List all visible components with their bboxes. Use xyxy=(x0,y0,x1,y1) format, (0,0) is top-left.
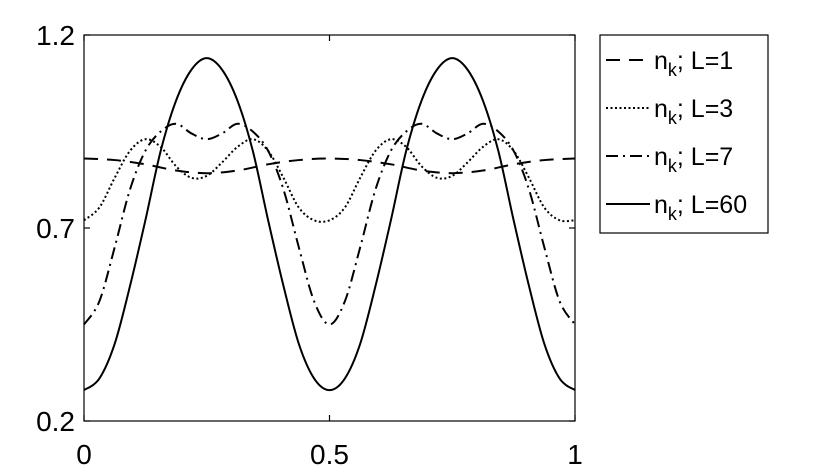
x-tick-label: 0 xyxy=(76,439,92,470)
y-axis: 0.2 0.7 1.2 xyxy=(36,20,575,437)
x-axis: 0 0.5 1 xyxy=(76,35,583,470)
legend-label: nk; L=3 xyxy=(654,95,733,128)
y-tick-label: 0.2 xyxy=(36,406,75,437)
series-line-1 xyxy=(83,138,576,223)
series-line-3 xyxy=(83,57,576,392)
legend: nk; L=1 nk; L=3 nk; L=7 nk; L=60 xyxy=(599,34,769,234)
plot-lines xyxy=(83,57,576,392)
series-line-2 xyxy=(83,122,576,326)
legend-label: nk; L=60 xyxy=(654,191,747,224)
legend-label: nk; L=7 xyxy=(654,143,733,176)
y-tick-label: 1.2 xyxy=(36,20,75,51)
y-tick-label: 0.7 xyxy=(36,213,75,244)
legend-box xyxy=(599,34,769,234)
legend-label: nk; L=1 xyxy=(654,47,733,80)
x-tick-label: 1 xyxy=(567,439,583,470)
x-tick-label: 0.5 xyxy=(310,439,349,470)
axes-box xyxy=(83,34,576,422)
